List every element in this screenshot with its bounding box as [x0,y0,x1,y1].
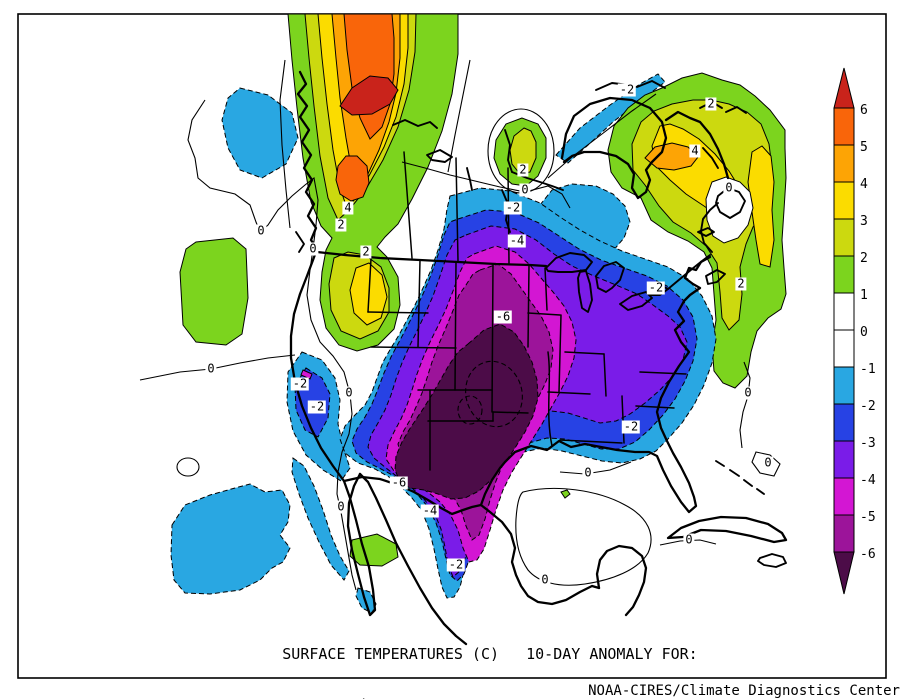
bahamas-islands [715,460,765,495]
vancouver-island [295,231,305,253]
colorbar-tick-label: -1 [860,362,876,377]
plot-date-range: Fri JUN 11 1999 - Sun JUN 20 1999 [76,697,904,699]
contour-label: -2 [503,200,523,215]
credit-line: NOAA-CIRES/Climate Diagnostics Center [588,683,900,699]
contour-label: 0 [307,241,319,256]
colorbar-tick-label: -5 [860,510,876,525]
warm-region-baja [349,533,399,567]
contour-label: 4 [689,143,701,158]
coastlines-and-borders [289,70,788,646]
colorbar-segment [833,144,855,183]
contour-label: 2 [360,244,372,259]
colorbar-tick-label: 6 [860,103,868,118]
colorbar-segment [833,440,855,479]
contour-label: 0 [742,385,754,400]
contour-label: 0 [582,465,594,480]
contour-label: 0 [683,532,695,547]
cool-strip-baja-coast [291,457,350,581]
colorbar-under-arrow-icon [833,551,855,595]
colorbar-tick-label: 3 [860,214,868,229]
cool-region-hudson-south [537,183,631,259]
contour-label: 4 [342,200,354,215]
atlantic-gulf-coastline [479,255,712,606]
nova-scotia [705,269,726,285]
contour-label: 0 [205,361,217,376]
anticosti-island [697,227,715,237]
pacific-coastline [289,70,346,483]
state-boundaries [367,151,687,471]
colorbar-tick-label: -3 [860,436,876,451]
quebec-north-shore [700,202,719,253]
colorbar-tick-label: 0 [860,325,868,340]
colorbar-segment [833,255,855,294]
plot-title: SURFACE TEMPERATURES (C) 10-DAY ANOMALY … [282,645,698,663]
contour-label: 2 [735,276,747,291]
contour-label: 2 [705,96,717,111]
warm-dot-gulf [560,489,571,499]
colorbar-over-arrow-icon [833,67,855,109]
st-lawrence-river [667,254,711,290]
cool-region-pacific [170,483,291,595]
hudson-bay [560,96,668,200]
us-mexico-border [342,475,483,516]
colorbar-segment [833,514,855,553]
colorbar-tick-label: 5 [860,140,868,155]
hispaniola [757,553,787,568]
contour-label: -2 [446,557,466,572]
us-canada-border [315,250,548,268]
colorbar-segment [833,477,855,516]
warm-region-northeast [607,72,787,389]
cuba [666,515,788,544]
contour-label: -2 [290,376,310,391]
labrador-coast [664,110,730,180]
caption-block: SURFACE TEMPERATURES (C) 10-DAY ANOMALY … [76,612,904,699]
inner-contour-loop [457,395,483,425]
colorbar-tick-label: 2 [860,251,868,266]
contour-label: 0 [335,499,347,514]
contour-label: 0 [343,385,355,400]
colorbar-segment [833,366,855,405]
colorbar-segment [833,107,855,146]
contour-label: -2 [617,82,637,97]
contour-label: 2 [335,217,347,232]
neutral-hole-newfoundland [705,176,754,244]
yucatan-peninsula [595,544,648,617]
contour-label: -2 [307,399,327,414]
colorbar-segment [833,292,855,331]
warm-region-midpacific [179,237,249,346]
contour-label: 2 [517,162,529,177]
cool-region-hudson-north [555,73,666,164]
contour-label: -6 [493,309,513,324]
contour-label: 0 [519,182,531,197]
contour-label: -2 [621,419,641,434]
warm-region-northwest [287,13,459,352]
mississippi-river [547,351,553,447]
colorbar-tick-label: -4 [860,473,876,488]
contour-label: 0 [539,572,551,587]
contour-label: 0 [723,180,735,195]
colorbar-tick-label: -6 [860,547,876,562]
contour-label: -6 [389,475,409,490]
contour-label: 0 [762,455,774,470]
cool-region-gulf-of-alaska [221,87,299,179]
colorbar-segment [833,403,855,442]
colorbar-segment [833,181,855,220]
contour-label: 0 [255,223,267,238]
colorbar-tick-label: 1 [860,288,868,303]
contour-label: -2 [646,280,666,295]
colorbar-segment [833,218,855,257]
colorbar-segment [833,329,855,368]
contour-label: -4 [507,233,527,248]
baja-peninsula [342,472,377,617]
colorbar: 6 5 4 3 2 1 0 -1 -2 -3 -4 -5 -6 [833,67,876,595]
colorbar-tick-label: -2 [860,399,876,414]
mexico-west-coast [358,472,468,646]
colorbar-tick-label: 4 [860,177,868,192]
contour-label: -4 [420,503,440,518]
anomaly-fill-regions [170,13,787,614]
cold-anomaly-core-system [339,187,717,599]
